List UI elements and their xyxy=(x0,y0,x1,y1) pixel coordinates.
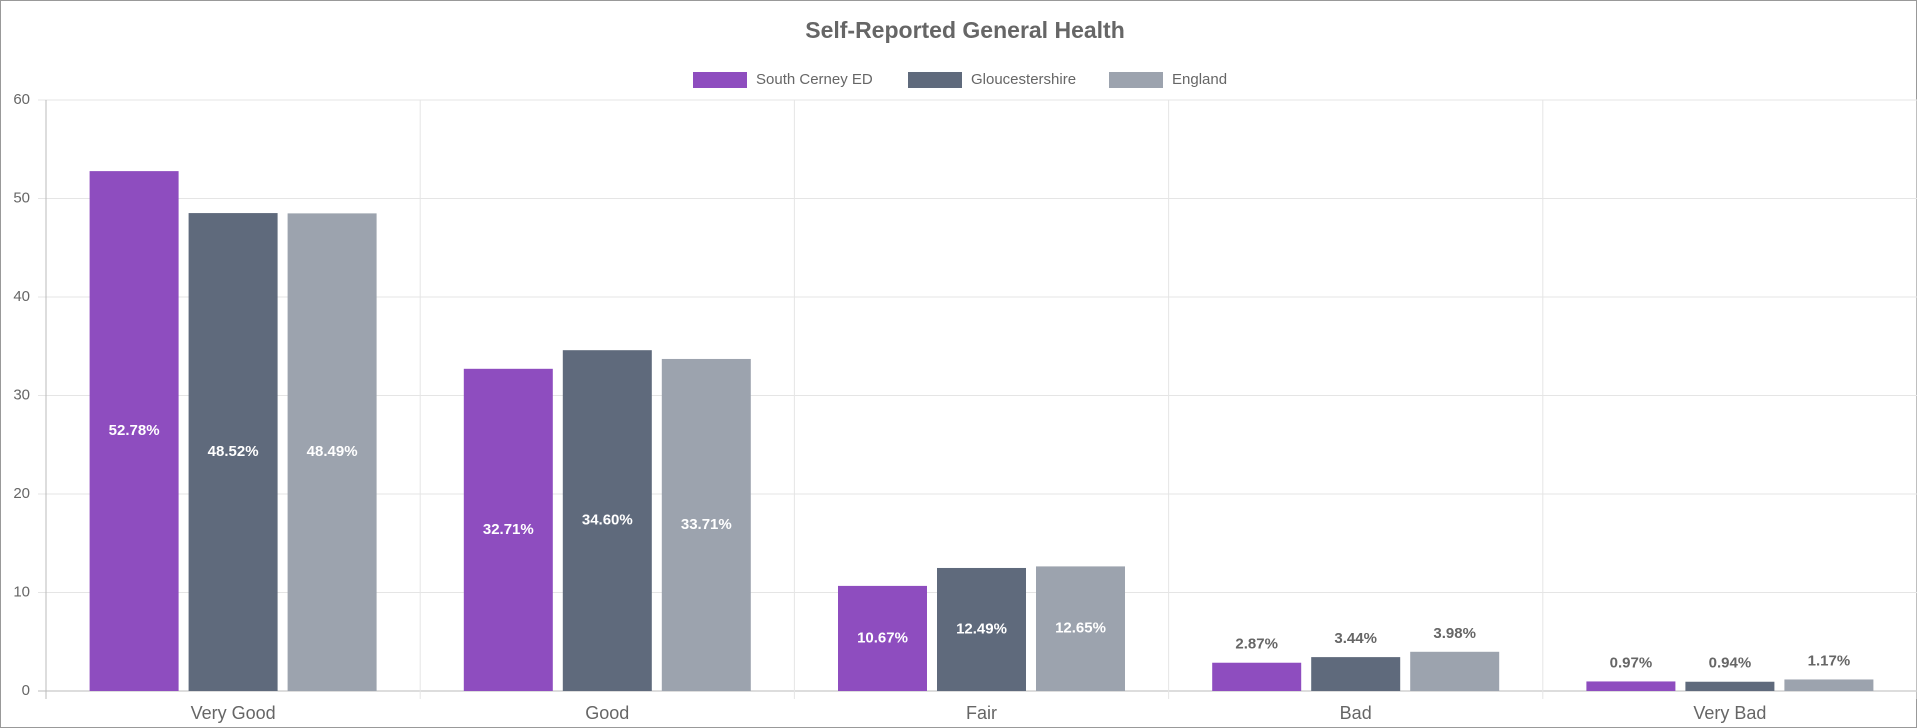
legend-label: Gloucestershire xyxy=(971,71,1076,88)
data-label: 12.65% xyxy=(1055,620,1106,637)
bar xyxy=(1410,651,1500,691)
x-tick-label: Good xyxy=(585,703,629,723)
data-label: 12.49% xyxy=(956,620,1007,637)
bar xyxy=(838,585,927,691)
legend-label: South Cerney ED xyxy=(756,71,873,88)
bar xyxy=(1212,662,1302,691)
chart-title: Self-Reported General Health xyxy=(805,17,1125,43)
data-label: 48.49% xyxy=(307,443,358,460)
data-label: 0.97% xyxy=(1610,654,1653,671)
x-tick-label: Fair xyxy=(966,703,997,723)
y-tick-label: 20 xyxy=(13,485,30,502)
data-label: 2.87% xyxy=(1235,636,1278,653)
data-label: 48.52% xyxy=(208,443,259,460)
data-label: 33.71% xyxy=(681,516,732,533)
data-label: 3.44% xyxy=(1334,630,1377,647)
data-label: 3.98% xyxy=(1433,625,1476,642)
y-tick-label: 30 xyxy=(13,386,30,403)
bar xyxy=(188,213,278,691)
data-label: 10.67% xyxy=(857,629,908,646)
data-label: 52.78% xyxy=(109,422,160,439)
bar xyxy=(1036,566,1125,691)
bar xyxy=(1311,657,1401,691)
bar xyxy=(89,171,179,691)
legend-label: England xyxy=(1172,71,1227,88)
bar xyxy=(1586,681,1676,691)
y-tick-label: 10 xyxy=(13,583,30,600)
bar xyxy=(1685,681,1775,691)
legend-swatch xyxy=(908,72,962,88)
data-label: 0.94% xyxy=(1709,655,1752,672)
x-tick-label: Bad xyxy=(1340,703,1372,723)
y-tick-label: 0 xyxy=(22,682,30,699)
data-label: 34.60% xyxy=(582,512,633,529)
bar xyxy=(463,368,553,691)
x-tick-label: Very Good xyxy=(191,703,276,723)
data-label: 32.71% xyxy=(483,521,534,538)
y-tick-label: 60 xyxy=(13,91,30,108)
bar xyxy=(937,567,1026,691)
legend-swatch xyxy=(693,72,747,88)
data-label: 1.17% xyxy=(1808,652,1851,669)
bar xyxy=(661,358,751,691)
bar xyxy=(287,213,377,691)
legend-swatch xyxy=(1109,72,1163,88)
x-tick-label: Very Bad xyxy=(1693,703,1766,723)
bar xyxy=(1784,679,1874,691)
bar xyxy=(562,350,652,691)
y-tick-label: 40 xyxy=(13,288,30,305)
y-tick-label: 50 xyxy=(13,189,30,206)
